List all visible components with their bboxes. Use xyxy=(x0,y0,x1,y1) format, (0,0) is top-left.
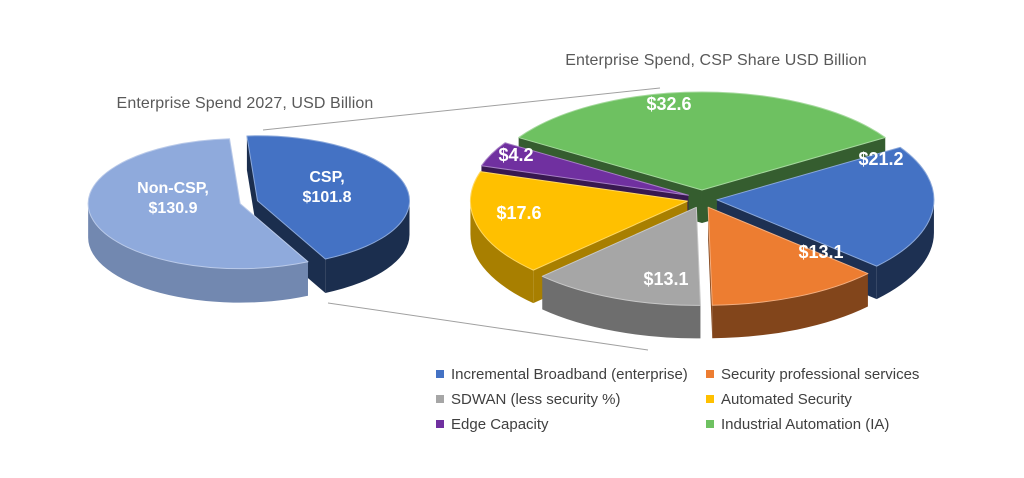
pie-slice-automated-security xyxy=(469,171,688,271)
right-pie-title: Enterprise Spend, CSP Share USD Billion xyxy=(565,52,867,69)
legend-label: Edge Capacity xyxy=(451,415,549,433)
pie-slice-rim-csp xyxy=(325,200,410,293)
connector-line xyxy=(327,302,649,351)
pie-slice-label-csp: CSP, $101.8 xyxy=(303,169,352,206)
legend-swatch xyxy=(436,395,444,403)
legend-swatch xyxy=(436,420,444,428)
pie-slice-label-security-professional-services: $13.1 xyxy=(798,242,843,262)
pie-slice-csp xyxy=(246,135,410,260)
legend-label: Incremental Broadband (enterprise) xyxy=(451,365,688,383)
pie-slice-side-csp xyxy=(246,135,258,235)
legend-item-security-professional-services: Security professional services xyxy=(706,364,919,384)
legend-label: SDWAN (less security %) xyxy=(451,390,621,408)
legend-label: Industrial Automation (IA) xyxy=(721,415,890,433)
pie-slice-side-csp xyxy=(257,200,326,293)
pie-slice-edge-capacity xyxy=(480,142,689,196)
legend-swatch xyxy=(706,395,714,403)
pie-slice-industrial-automation-ia xyxy=(518,91,886,191)
legend-swatch xyxy=(706,370,714,378)
left-pie-title: Enterprise Spend 2027, USD Billion xyxy=(116,95,374,112)
pie-slice-label-sdwan-less-security: $13.1 xyxy=(643,269,688,289)
legend-swatch xyxy=(706,420,714,428)
pie-slice-rim-incremental-broadband-enterprise xyxy=(876,199,934,300)
legend-item-automated-security: Automated Security xyxy=(706,389,919,409)
legend-item-incremental-broadband-enterprise: Incremental Broadband (enterprise) xyxy=(436,364,706,384)
legend-item-sdwan-less-security: SDWAN (less security %) xyxy=(436,389,706,409)
pie-slice-security-professional-services xyxy=(707,206,869,306)
pie-slice-rim-security-professional-services xyxy=(712,273,868,339)
legend: Incremental Broadband (enterprise) Securi… xyxy=(436,364,919,434)
legend-item-industrial-automation-ia: Industrial Automation (IA) xyxy=(706,414,919,434)
pie-slice-non-csp xyxy=(87,138,309,270)
pie-slice-rim-sdwan-less-security xyxy=(542,276,701,339)
pie-1: $32.6 $21.2 $13.1 $13.1 $17.6 $4.2 xyxy=(469,91,935,339)
connector-line xyxy=(262,87,661,131)
pie-slice-label-incremental-broadband-enterprise: $21.2 xyxy=(858,149,903,169)
pie-slice-label-non-csp: Non-CSP, $130.9 xyxy=(137,180,209,217)
pie-slice-rim-non-csp xyxy=(88,203,308,303)
legend-swatch xyxy=(436,370,444,378)
legend-label: Automated Security xyxy=(721,390,852,408)
pie-slice-label-industrial-automation-ia: $32.6 xyxy=(646,94,691,114)
pie-slice-sdwan-less-security xyxy=(541,206,701,306)
pie-0: CSP, $101.8 Non-CSP, $130.9 xyxy=(87,135,410,303)
pie-slice-incremental-broadband-enterprise xyxy=(716,146,935,267)
pie-slice-label-edge-capacity: $4.2 xyxy=(498,145,533,165)
legend-item-edge-capacity: Edge Capacity xyxy=(436,414,706,434)
pie-slice-label-automated-security: $17.6 xyxy=(496,203,541,223)
legend-label: Security professional services xyxy=(721,365,920,383)
